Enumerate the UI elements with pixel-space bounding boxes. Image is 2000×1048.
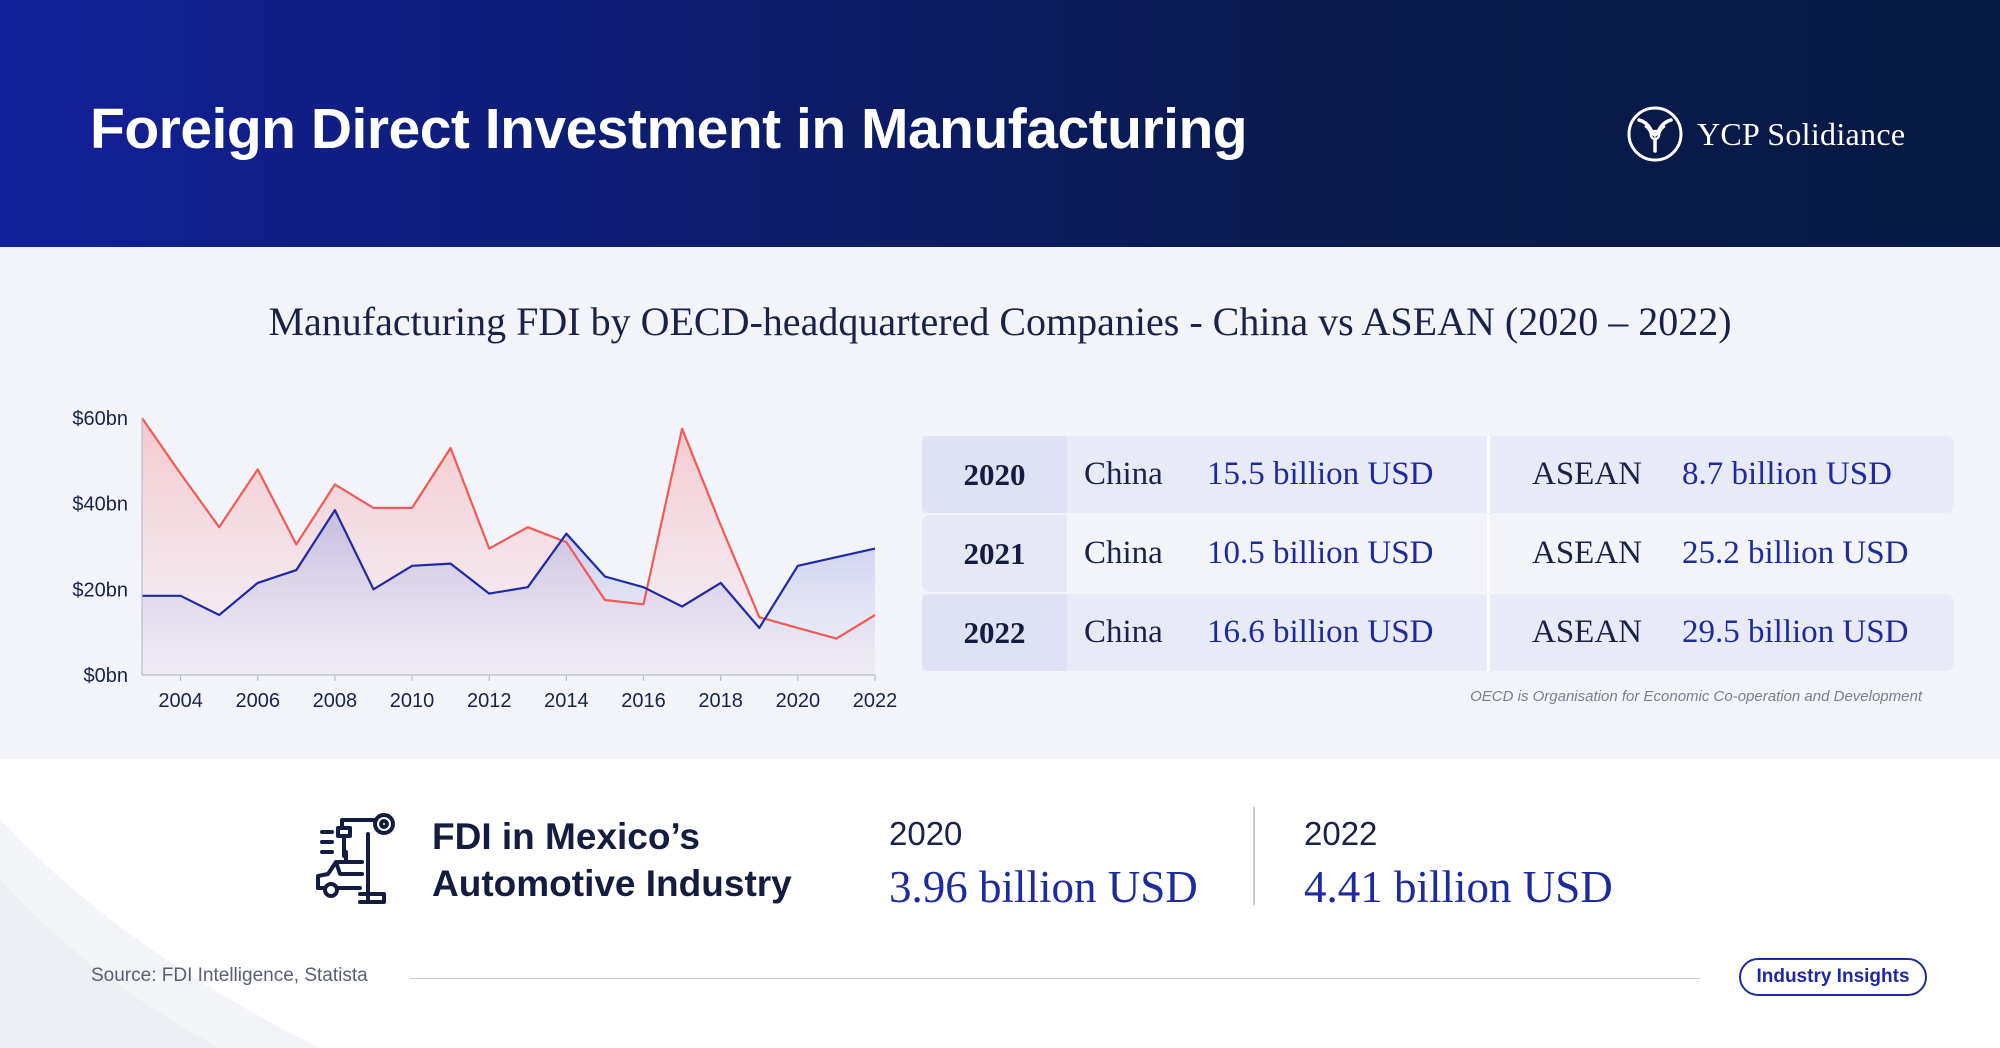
chart-title: Manufacturing FDI by OECD-headquartered … (268, 299, 1732, 344)
stat-divider (1253, 807, 1255, 905)
country-china: China (1084, 614, 1163, 650)
china-value: 16.6 billion USD (1207, 614, 1434, 650)
source-text: Source: FDI Intelligence, Statista (91, 965, 368, 986)
x-tick-label: 2008 (313, 690, 358, 712)
brand-logo[interactable]: YCP Solidiance (1625, 104, 1905, 164)
row-year: 2021 (922, 515, 1067, 592)
industry-insights-badge[interactable]: Industry Insights (1739, 958, 1927, 996)
fdi-line-chart: $0bn $20bn $40bn $60bn 2004 2006 2008 2010 2012… (72, 408, 897, 712)
stat-value-2020: 3.96 billion USD (889, 862, 1198, 912)
asean-value: 8.7 billion USD (1682, 456, 1892, 492)
y-tick-label: $0bn (84, 665, 129, 687)
stat-year-2020: 2020 (889, 815, 963, 852)
china-value: 15.5 billion USD (1207, 456, 1434, 492)
ycp-logo-icon (1627, 106, 1683, 162)
table-row: 2020 China 15.5 billion USD ASEAN 8.7 bi… (922, 436, 1954, 513)
mexico-title-line2: Automotive Industry (432, 863, 792, 904)
stat-year-2022: 2022 (1304, 815, 1378, 852)
area-asean (142, 510, 875, 675)
table-row: 2022 China 16.6 billion USD ASEAN 29.5 b… (922, 594, 1954, 671)
asean-value: 25.2 billion USD (1682, 535, 1909, 571)
series-line-asean (142, 508, 876, 629)
oecd-footnote: OECD is Organisation for Economic Co-ope… (1470, 688, 1922, 705)
decorative-swoosh (0, 819, 320, 1048)
logo-text: YCP Solidiance (1697, 115, 1906, 152)
row-year: 2020 (922, 436, 1067, 513)
x-tick-label: 2020 (776, 690, 821, 712)
country-china: China (1084, 456, 1163, 492)
asean-value: 29.5 billion USD (1682, 614, 1909, 650)
x-tick-label: 2012 (467, 690, 512, 712)
car-assembly-icon (316, 813, 395, 904)
y-tick-label: $40bn (72, 494, 128, 516)
footer-divider (410, 978, 1700, 979)
table-row: 2021 China 10.5 billion USD ASEAN 25.2 b… (922, 515, 1954, 592)
x-tick-label: 2022 (853, 690, 898, 712)
mexico-section-title: FDI in Mexico’s Automotive Industry (432, 813, 812, 907)
series-lines (141, 417, 876, 640)
row-year: 2022 (922, 594, 1067, 671)
country-china: China (1084, 535, 1163, 571)
x-tick-label: 2014 (544, 690, 589, 712)
country-asean: ASEAN (1532, 614, 1643, 650)
x-tick-label: 2016 (621, 690, 666, 712)
y-tick-label: $60bn (72, 408, 128, 430)
country-asean: ASEAN (1532, 456, 1643, 492)
x-tick-label: 2006 (235, 690, 280, 712)
x-tick-label: 2004 (158, 690, 203, 712)
china-value: 10.5 billion USD (1207, 535, 1434, 571)
page-title: Foreign Direct Investment in Manufacturi… (90, 97, 1248, 161)
mexico-title-line1: FDI in Mexico’s (432, 816, 700, 857)
y-tick-label: $20bn (72, 579, 128, 601)
chart-axes (141, 418, 876, 681)
area-fills (142, 418, 875, 675)
header-banner: Foreign Direct Investment in Manufacturi… (0, 0, 2000, 247)
stat-value-2022: 4.41 billion USD (1304, 862, 1613, 912)
x-tick-label: 2018 (698, 690, 743, 712)
y-axis-labels: $0bn $20bn $40bn $60bn (72, 408, 128, 687)
x-axis-labels: 2004 2006 2008 2010 2012 2014 2016 2018 2020 2022 (158, 690, 897, 712)
x-tick-label: 2010 (390, 690, 435, 712)
series-line-china (141, 417, 876, 640)
country-asean: ASEAN (1532, 535, 1643, 571)
